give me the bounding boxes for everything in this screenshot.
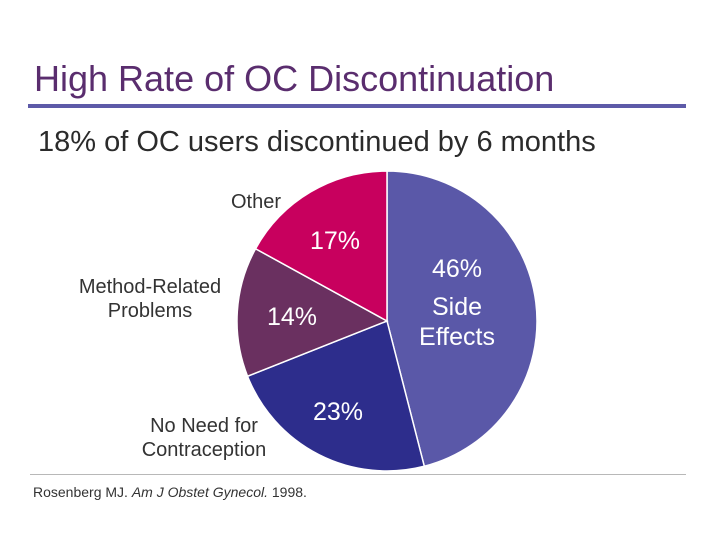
pie-value-label: 17% bbox=[310, 227, 360, 255]
pie-value-label: 14% bbox=[267, 303, 317, 331]
pie-labels: 46% Side Effects 23% No Need for Contraceptio… bbox=[79, 191, 495, 461]
footer-rule bbox=[30, 474, 686, 475]
title-rule bbox=[28, 104, 686, 108]
pie-slice-other bbox=[254, 170, 388, 323]
pie-slice-method-related-problems bbox=[236, 247, 389, 378]
pie-category-label: Method-Related Problems bbox=[79, 276, 221, 322]
pie-slices bbox=[236, 170, 538, 472]
pie-slice-side-effects bbox=[386, 170, 538, 468]
pie-value-label: 23% bbox=[313, 398, 363, 426]
citation-year: 1998. bbox=[271, 484, 307, 500]
citation-journal: Am J Obstet Gynecol. bbox=[131, 484, 268, 500]
pie-category-label: No Need for Contraception bbox=[142, 415, 267, 461]
pie-category-label: Side Effects bbox=[419, 293, 495, 351]
pie-category-label: Other bbox=[231, 191, 281, 213]
slide-title: High Rate of OC Discontinuation bbox=[34, 58, 555, 99]
pie-value-label: 46% bbox=[432, 255, 482, 283]
pie-slice-no-need-for-contraception bbox=[246, 319, 426, 472]
slide-subtitle: 18% of OC users discontinued by 6 months bbox=[38, 126, 596, 158]
citation-author: Rosenberg MJ. bbox=[33, 484, 128, 500]
citation: Rosenberg MJ. Am J Obstet Gynecol. 1998. bbox=[33, 484, 307, 500]
